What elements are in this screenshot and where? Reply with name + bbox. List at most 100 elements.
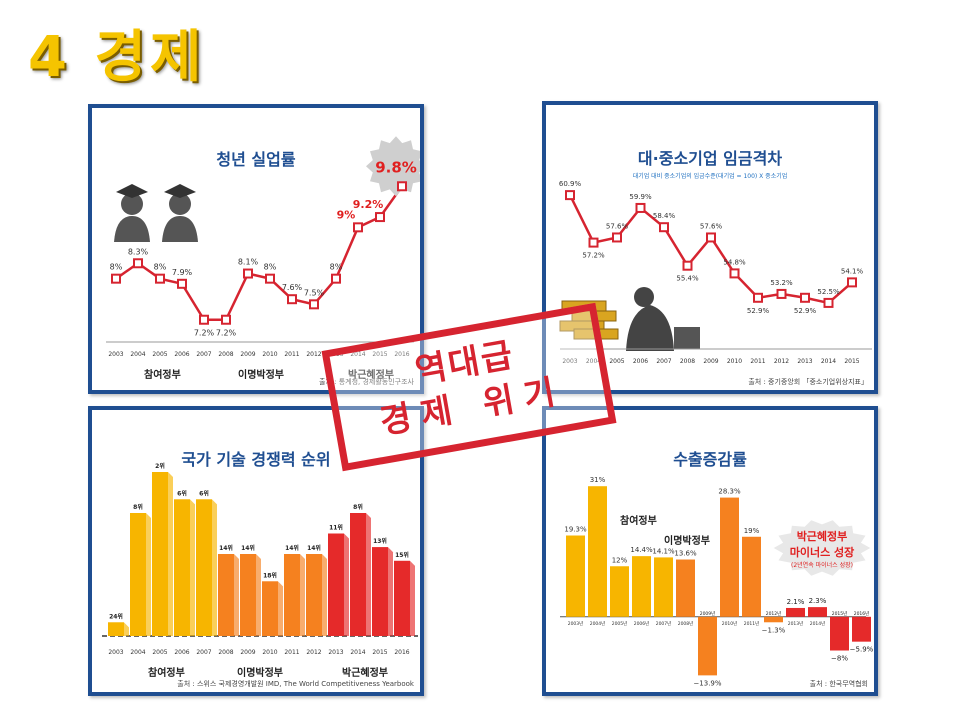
x-tick-label: 2015 xyxy=(372,351,387,358)
x-tick-label: 2015 xyxy=(844,358,859,365)
data-label: 31% xyxy=(590,476,606,484)
x-tick-label: 2006년 xyxy=(634,620,650,627)
data-label: −8% xyxy=(831,655,848,663)
data-label: 8% xyxy=(264,263,277,272)
x-tick-label: 2015 xyxy=(372,649,387,656)
export-growth-chart: 19.3% 2003년 31% 2004년 12% 2005년 14.4% 2006년 14.1… xyxy=(560,476,874,687)
data-point xyxy=(847,277,857,288)
minus-growth-note: 박근혜정부 마이너스 성장 (2년연속 마이너스 성장) xyxy=(780,528,864,569)
data-label: 53.2% xyxy=(770,279,793,287)
x-tick-label: 2013년 xyxy=(788,620,804,627)
data-label: 9.8% xyxy=(375,158,417,176)
x-tick-label: 2003 xyxy=(108,649,123,656)
data-label: 13위 xyxy=(373,537,387,545)
data-label: 6위 xyxy=(177,489,187,497)
chart-title: 수출증감률 xyxy=(673,450,747,469)
data-point xyxy=(706,232,716,243)
bar xyxy=(152,472,168,636)
youth-unemployment-panel: 청년 실업률 8% 2003 8.3% 2004 8% 2005 7.9% 2006 7.2% 2… xyxy=(88,104,424,394)
data-label: −13.9% xyxy=(693,679,721,687)
x-tick-label: 2012년 xyxy=(766,610,782,617)
era-label-park: 박근혜정부 xyxy=(348,370,394,381)
data-point xyxy=(177,278,187,289)
bar xyxy=(742,536,761,617)
data-point xyxy=(309,299,319,310)
data-point xyxy=(612,232,622,243)
x-tick-label: 2016년 xyxy=(854,610,870,617)
source-text: 출처 : 한국무역협회 xyxy=(809,680,868,688)
data-point xyxy=(353,222,363,233)
wage-gap-chart: 60.9% 2003 57.2% 2004 57.6% 2005 59.9% 2006 58.4… xyxy=(559,180,872,365)
data-label: 15위 xyxy=(395,551,409,559)
bar xyxy=(698,616,717,676)
data-point xyxy=(265,273,275,284)
source-text: 출처 : 중기중앙회 「중소기업위상지표」 xyxy=(748,378,868,386)
data-point xyxy=(199,314,209,325)
data-point xyxy=(823,297,834,308)
x-tick-label: 2006 xyxy=(174,351,189,358)
bar xyxy=(610,566,629,617)
data-label: 55.4% xyxy=(676,275,699,283)
data-point xyxy=(635,202,646,213)
bar xyxy=(262,581,278,636)
chart-title: 국가 기술 경쟁력 순위 xyxy=(181,450,331,469)
person-body-icon xyxy=(626,305,674,351)
x-tick-label: 2004년 xyxy=(590,620,606,627)
data-label: 8% xyxy=(154,263,167,272)
x-tick-label: 2009 xyxy=(240,351,255,358)
x-tick-label: 2006 xyxy=(633,358,648,365)
x-tick-label: 2014 xyxy=(350,649,365,656)
data-label: 28.3% xyxy=(718,488,741,496)
note-line-2: 마이너스 성장 xyxy=(789,546,855,559)
x-tick-label: 2005 xyxy=(152,649,167,656)
x-tick-label: 2008 xyxy=(218,649,233,656)
source-text: 출처 : 스위스 국제경영개발원 IMD, The World Competit… xyxy=(177,680,414,688)
data-point xyxy=(659,222,669,233)
data-point xyxy=(133,258,143,269)
data-label: 8.1% xyxy=(238,258,259,267)
x-tick-label: 2011 xyxy=(284,351,299,358)
graduate-cap-icon xyxy=(164,184,196,198)
bar xyxy=(676,559,695,617)
x-tick-label: 2014년 xyxy=(810,620,826,627)
chart-title: 청년 실업률 xyxy=(216,150,296,169)
era-label-chamyeo: 참여정부 xyxy=(620,516,657,527)
person-head-icon xyxy=(634,287,654,307)
chart-subtitle: 대기업 대비 중소기업의 임금수준(대기업 = 100) X 중소기업 xyxy=(632,173,788,180)
bar xyxy=(566,535,585,617)
data-label: 8.3% xyxy=(128,247,149,256)
data-label: 60.9% xyxy=(559,180,582,188)
data-point xyxy=(243,268,253,279)
x-tick-label: 2004 xyxy=(130,351,145,358)
gold-bar-icon xyxy=(573,328,619,340)
x-tick-label: 2014 xyxy=(821,358,836,365)
data-label: 24위 xyxy=(109,612,123,620)
data-label: 57.2% xyxy=(582,252,605,260)
data-label: 59.9% xyxy=(629,193,652,201)
x-tick-label: 2013 xyxy=(328,351,343,358)
era-label-lee: 이명박정부 xyxy=(238,370,284,381)
x-tick-label: 2009년 xyxy=(700,610,716,617)
wage-gap-series-line xyxy=(568,194,853,305)
bar xyxy=(196,499,212,636)
era-label-park: 박근혜정부 xyxy=(342,668,388,679)
data-label: 7.5% xyxy=(304,288,325,297)
x-tick-label: 2010년 xyxy=(722,620,738,627)
data-label: 14위 xyxy=(307,544,321,552)
data-point xyxy=(111,273,121,284)
data-label: 2.1% xyxy=(787,598,805,606)
bar xyxy=(632,556,651,617)
bar xyxy=(108,622,124,636)
x-tick-label: 2008년 xyxy=(678,620,694,627)
x-tick-label: 2005년 xyxy=(612,620,628,627)
x-tick-label: 2016 xyxy=(394,351,409,358)
x-tick-label: 2007 xyxy=(196,351,211,358)
source-text: 출처 : 통계청, 경제활동인구조사 xyxy=(319,378,414,386)
chart-title: 대·중소기업 임금격차 xyxy=(637,149,783,168)
data-point xyxy=(682,260,693,271)
data-label: 54.8% xyxy=(723,258,746,266)
x-tick-label: 2003년 xyxy=(568,620,584,627)
note-line-3: (2년연속 마이너스 성장) xyxy=(791,562,853,569)
x-tick-label: 2012 xyxy=(306,649,321,656)
data-label: 19.3% xyxy=(564,526,587,534)
